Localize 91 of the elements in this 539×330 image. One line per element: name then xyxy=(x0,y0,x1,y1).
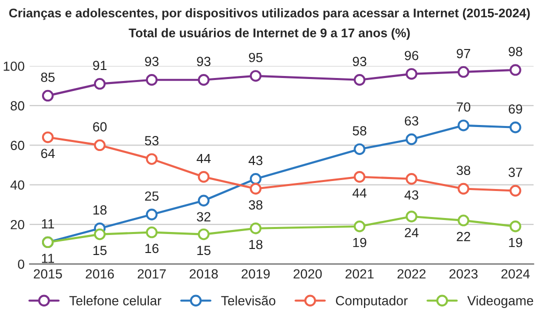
data-label: 24 xyxy=(404,228,418,238)
point xyxy=(406,173,418,185)
legend-label: Telefone celular xyxy=(69,296,162,306)
data-label: 44 xyxy=(196,154,211,164)
legend-label: Computador xyxy=(336,296,408,308)
point xyxy=(250,70,262,82)
data-label: 85 xyxy=(41,72,55,82)
data-label: 95 xyxy=(248,52,262,62)
data-label: 70 xyxy=(456,102,470,112)
data-label: 93 xyxy=(196,56,210,66)
chart-subtitle: Total de usuários de Internet de 9 a 17 anos (%) xyxy=(128,28,410,40)
x-tick-label: 2021 xyxy=(346,269,374,279)
data-label: 18 xyxy=(249,240,262,250)
x-tick-label: 2019 xyxy=(242,269,270,279)
point xyxy=(510,220,522,232)
point xyxy=(510,122,522,134)
data-label: 97 xyxy=(456,48,470,58)
point xyxy=(94,78,106,90)
point xyxy=(146,208,158,220)
point xyxy=(146,153,158,165)
x-tick-label: 2015 xyxy=(34,269,62,279)
y-tick-label: 80 xyxy=(10,101,24,111)
point xyxy=(406,210,418,222)
data-label: 38 xyxy=(456,166,470,176)
x-tick-label: 2018 xyxy=(190,269,218,279)
data-label: 64 xyxy=(41,148,55,158)
point xyxy=(458,120,470,132)
data-label: 63 xyxy=(404,116,418,126)
data-label: 16 xyxy=(145,244,158,254)
data-label: 93 xyxy=(352,56,366,66)
point xyxy=(94,228,106,240)
data-label: 53 xyxy=(144,136,158,146)
data-label: 44 xyxy=(352,188,367,198)
x-tick-label: 2022 xyxy=(398,269,426,279)
point xyxy=(198,74,210,86)
point xyxy=(250,173,262,185)
point xyxy=(406,133,418,146)
point xyxy=(198,194,210,206)
data-label: 32 xyxy=(196,212,210,222)
data-label: 43 xyxy=(248,156,262,166)
point xyxy=(354,74,366,86)
x-tick-label: 2020 xyxy=(294,269,322,279)
data-label: 43 xyxy=(404,190,418,200)
data-label: 60 xyxy=(93,122,107,132)
legend-label: Videogame xyxy=(467,296,534,308)
data-label: 96 xyxy=(404,50,418,60)
point xyxy=(510,184,522,197)
point xyxy=(458,182,470,195)
x-tick-label: 2016 xyxy=(86,269,114,279)
point xyxy=(42,90,54,102)
point xyxy=(458,214,470,226)
point xyxy=(458,66,470,78)
point xyxy=(198,228,210,240)
y-tick-label: 40 xyxy=(10,180,24,190)
chart-title: Crianças e adolescentes, por dispositivos utilizados para acessar a Internet (2015-2024) xyxy=(9,8,530,20)
point xyxy=(42,131,54,144)
y-tick-label: 100 xyxy=(4,62,24,71)
data-label: 91 xyxy=(93,60,106,70)
point xyxy=(354,220,366,232)
point xyxy=(250,222,262,234)
data-label: 93 xyxy=(145,56,158,66)
legend-label: Televisão xyxy=(221,296,276,306)
data-label: 19 xyxy=(353,238,366,248)
data-label: 11 xyxy=(42,219,54,228)
data-label: 25 xyxy=(145,191,159,201)
y-tick-label: 60 xyxy=(10,140,24,150)
data-label: 18 xyxy=(93,205,107,215)
point xyxy=(510,64,522,76)
point xyxy=(198,171,210,183)
point xyxy=(354,171,366,183)
data-label: 58 xyxy=(352,126,366,136)
point xyxy=(146,226,158,238)
point xyxy=(94,139,106,152)
data-label: 37 xyxy=(508,168,522,178)
data-label: 15 xyxy=(197,246,210,256)
data-label: 15 xyxy=(93,246,107,256)
data-label: 69 xyxy=(508,104,522,114)
x-tick-label: 2024 xyxy=(501,269,530,279)
point xyxy=(406,68,418,80)
x-tick-label: 2017 xyxy=(138,269,166,279)
data-label: 19 xyxy=(509,238,522,248)
point xyxy=(354,143,366,155)
x-tick-label: 2023 xyxy=(449,269,478,279)
data-label: 38 xyxy=(248,200,262,210)
data-label: 11 xyxy=(42,254,54,263)
y-tick-label: 20 xyxy=(10,220,24,230)
point xyxy=(146,74,158,86)
data-label: 98 xyxy=(508,46,522,56)
y-tick-label: 0 xyxy=(18,260,24,269)
point xyxy=(250,182,262,195)
data-label: 22 xyxy=(456,232,470,242)
